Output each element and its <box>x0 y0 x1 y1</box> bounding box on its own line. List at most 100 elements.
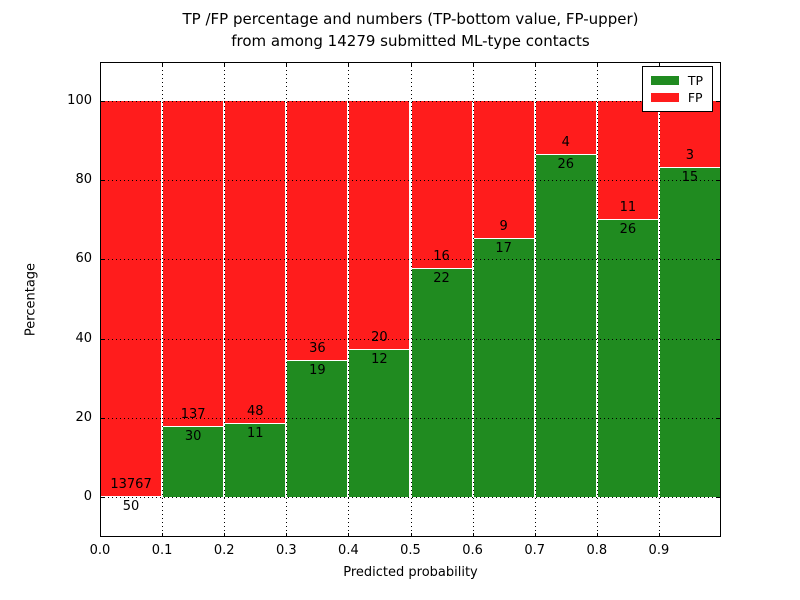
y-tick-label: 0 <box>83 489 92 504</box>
y-tick-label: 80 <box>75 172 92 188</box>
y-axis-tick <box>717 101 721 102</box>
tp-count-label: 15 <box>681 170 699 185</box>
x-axis-tick <box>410 62 412 66</box>
tp-count-label: 30 <box>184 428 202 444</box>
x-axis-label: Predicted probability <box>343 565 478 580</box>
y-axis-label: Percentage <box>23 262 39 337</box>
y-axis-tick <box>717 338 721 340</box>
x-axis-tick <box>596 533 598 537</box>
v-gridline <box>410 62 412 537</box>
x-axis-tick <box>224 533 226 537</box>
legend-label-tp: TP <box>687 73 703 88</box>
bar-segment-fp <box>410 101 473 268</box>
y-axis-tick <box>100 101 104 102</box>
x-tick-label: 0.8 <box>586 543 608 558</box>
x-axis-tick <box>410 533 412 537</box>
x-tick-label: 0.4 <box>338 543 359 558</box>
y-tick-label: 60 <box>75 251 92 267</box>
x-tick-label: 0.0 <box>89 543 111 558</box>
fp-count-label: 36 <box>309 341 326 357</box>
bar-segment-tp <box>286 360 349 497</box>
fp-count-label: 48 <box>246 404 264 420</box>
grid-layer <box>100 62 721 537</box>
bar-labels-layer: 13767 50 137 30 48 11 36 19 20 12 16 22 9 17 4 26 11 26 3 1… <box>100 62 721 537</box>
x-axis-tick <box>472 62 474 66</box>
fp-count-label: 20 <box>371 329 388 345</box>
chart-title-line2: from among 14279 submitted ML-type conta… <box>231 32 590 50</box>
v-gridline <box>596 62 598 537</box>
fp-count-label: 9 <box>499 219 508 235</box>
x-tick-label: 0.3 <box>275 543 297 558</box>
x-axis-tick <box>162 533 164 537</box>
x-tick-label: 0.1 <box>151 543 173 558</box>
bar-segment-fp <box>286 101 349 361</box>
y-axis-tick <box>717 180 721 182</box>
fp-count-label: 13767 <box>110 476 152 492</box>
x-axis-tick <box>658 533 660 537</box>
y-axis-tick <box>100 417 104 419</box>
fp-count-label: 137 <box>180 406 206 422</box>
x-axis-tick <box>224 62 226 66</box>
x-axis-tick <box>472 533 474 537</box>
y-tick-label: 20 <box>75 409 92 425</box>
y-axis-tick <box>717 259 721 261</box>
y-axis-tick <box>100 180 104 182</box>
tp-count-label: 50 <box>122 498 140 514</box>
bar-segment-fp <box>596 101 659 219</box>
tp-count-label: 17 <box>495 241 512 257</box>
x-axis-tick <box>348 62 350 66</box>
x-tick-label: 0.7 <box>524 543 546 558</box>
v-gridline <box>162 62 164 537</box>
plot-area: 13767 50 137 30 48 11 36 19 20 12 16 22 9 17 4 26 11 26 3 1… <box>100 62 721 537</box>
tp-count-label: 12 <box>371 351 388 367</box>
bar-segment-tp <box>410 267 473 497</box>
v-gridline <box>224 62 226 537</box>
bar-segment-fp <box>224 101 287 424</box>
fp-count-label: 16 <box>433 248 450 264</box>
x-axis-tick <box>596 62 598 66</box>
x-axis-tick <box>658 62 660 66</box>
v-gridline <box>534 62 536 537</box>
bar-segment-tp <box>596 218 659 497</box>
bar-segment-fp <box>100 101 163 496</box>
chart-title-line1: TP /FP percentage and numbers (TP-bottom… <box>182 10 639 28</box>
x-tick-label: 0.5 <box>400 543 421 558</box>
tp-count-label: 11 <box>246 426 264 442</box>
bar-segment-tp <box>658 167 721 497</box>
y-axis-tick <box>100 259 104 261</box>
y-axis-tick <box>100 338 104 340</box>
v-gridline <box>472 62 474 537</box>
legend-item-fp: FP <box>650 89 703 106</box>
x-axis-tick <box>286 62 288 66</box>
tp-count-label: 19 <box>309 363 326 379</box>
tp-count-label: 26 <box>557 156 574 172</box>
y-tick-label: 100 <box>67 93 92 108</box>
v-gridline <box>286 62 288 537</box>
bar-segment-tp <box>348 348 411 497</box>
fp-count-label: 11 <box>619 199 637 215</box>
x-axis-tick <box>534 62 536 66</box>
x-axis-tick <box>348 533 350 537</box>
tp-count-label: 22 <box>433 270 450 286</box>
bar-segment-tp <box>534 153 597 497</box>
tp-count-label: 26 <box>619 221 637 237</box>
fp-count-label: 4 <box>561 134 570 150</box>
legend: TP FP <box>641 66 713 112</box>
x-axis-tick <box>534 533 536 537</box>
legend-label-fp: FP <box>687 90 703 105</box>
v-gridline <box>348 62 350 537</box>
x-tick-label: 0.2 <box>213 543 235 558</box>
x-axis-tick <box>162 62 164 66</box>
v-gridline <box>658 62 660 537</box>
x-tick-label: 0.6 <box>462 543 483 558</box>
bars-layer <box>100 62 721 537</box>
y-axis-tick <box>100 497 104 498</box>
x-tick-label: 0.9 <box>648 543 670 558</box>
x-axis-tick <box>286 533 288 537</box>
y-tick-label: 40 <box>75 330 92 346</box>
legend-swatch-fp <box>650 93 679 102</box>
bar-segment-fp <box>348 101 411 349</box>
fp-count-label: 3 <box>685 148 695 163</box>
y-axis-tick <box>717 497 721 498</box>
